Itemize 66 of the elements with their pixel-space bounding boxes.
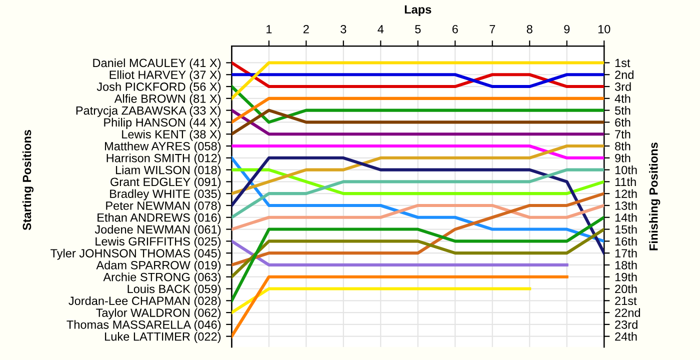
category-label: Tyler JOHNSON THOMAS (045) [50,248,221,260]
category-label: Philip HANSON (44 X) [104,118,221,129]
x-tick-label: 4 [378,25,384,34]
y2-tick-label: 13th [615,201,637,210]
category-label: Grant EDGLEY (091) [110,177,221,188]
category-label: Harrison SMITH (012) [106,154,221,165]
y2-tick-label: 20th [615,284,637,294]
y2-tick-label: 14th [615,213,637,222]
category-label: Peter NEWMAN (078) [106,201,221,212]
category-label: Taylor WALDRON (062) [96,308,221,320]
y2-tick-label: 1st [615,58,630,68]
category-label: Luke LATTIMER (022) [105,332,221,344]
y2-tick-label: 15th [615,224,637,234]
y2-tick-label: 24th [615,332,637,341]
y2-tick-label: 10th [615,166,637,174]
category-label: Josh PICKFORD (56 X) [96,82,221,94]
line-series [232,144,604,196]
x-tick-label: 7 [490,25,496,34]
y2-tick-label: 18th [615,260,637,270]
category-label: Adam SPARROW (019) [96,260,221,272]
category-label: Lewis KENT (38 X) [122,130,221,141]
category-label: Jordan-Lee CHAPMAN (028) [68,296,221,308]
y2-tick-label: 11th [615,177,636,186]
y2-tick-label: 9th [615,154,630,162]
category-label: Ethan ANDREWS (016) [98,213,221,224]
category-label: Lewis GRIFFITHS (025) [96,236,221,248]
y2-tick-label: 4th [614,94,630,103]
category-label: Jodene NEWMAN (061) [94,224,221,236]
x-tick-label: 9 [564,24,570,34]
category-label: Bradley WHITE (035) [110,189,221,200]
y2-tick-label: 21st [615,296,637,306]
category-label: Daniel MCAULEY (41 X) [93,58,221,70]
y2-tick-label: 2nd [615,70,634,80]
x-tick-label: 3 [340,24,346,34]
y2-tick-label: 5th [614,106,630,115]
category-label: Alfie BROWN (81 X) [114,94,221,106]
x-tick-label: 10 [598,24,610,34]
y2-tick-label: 6th [615,118,630,127]
x-tick-label: 8 [526,24,532,34]
y2-tick-label: 7th [615,130,630,138]
line-series [232,216,604,302]
line-series [232,168,604,219]
x-tick-label: 5 [415,25,421,34]
y2-tick-label: 17th [615,248,637,258]
y2-tick-label: 16th [615,236,637,246]
category-label: Matthew AYRES (058) [105,142,221,153]
text: Starting Positions [22,130,34,230]
y2-tick-label: 19th [615,272,637,282]
category-label: Thomas MASSARELLA (046) [66,320,221,332]
y2-tick-label: 3rd [614,82,631,91]
line-series [232,192,604,266]
y2-tick-label: 12th [615,189,637,198]
x-tick-label: 6 [452,24,458,34]
x-axis-title: Laps [404,5,432,16]
y2-tick-label: 23rd [615,320,638,329]
x-tick-label: 2 [303,24,309,34]
category-label: Elliot HARVEY (37 X) [110,70,221,82]
category-label: Archie STRONG (063) [103,272,221,284]
category-label: Patrycja ZABAWSKA (33 X) [76,106,221,118]
y2-tick-label: 8th [615,142,630,150]
x-tick-label: 1 [266,25,272,34]
y2-tick-label: 22nd [615,308,640,317]
y2-axis-title: Finishing Positions [649,142,660,250]
line-series [232,228,604,278]
category-label: Liam WILSON (018) [116,166,221,177]
category-label: Louis BACK (059) [128,284,221,296]
